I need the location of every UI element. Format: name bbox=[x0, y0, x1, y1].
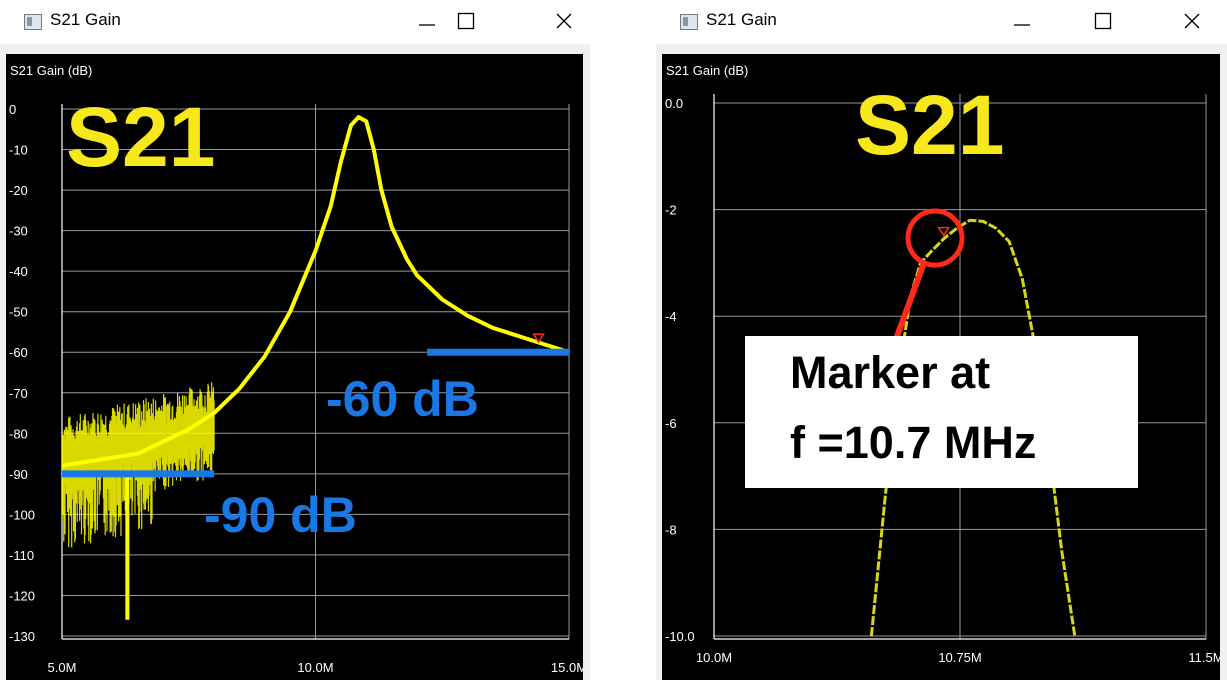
y-tick-label: -8 bbox=[665, 522, 677, 537]
s21-gain-chart[interactable]: S21 Gain (dB) S21 0 -10 -20 -30 -40 -50 -60 -70… bbox=[6, 54, 583, 680]
ref-line-90db bbox=[62, 470, 215, 478]
minimize-icon bbox=[419, 24, 435, 26]
minimize-button[interactable] bbox=[1002, 6, 1042, 36]
y-tick-label: 0.0 bbox=[665, 96, 683, 111]
y-axis-title: S21 Gain (dB) bbox=[666, 63, 748, 78]
close-button[interactable] bbox=[1172, 6, 1212, 36]
y-tick-label: -2 bbox=[665, 203, 677, 218]
y-axis-title: S21 Gain (dB) bbox=[10, 63, 92, 78]
title-bar[interactable]: S21 Gain bbox=[0, 0, 590, 44]
s21-big-label: S21 bbox=[66, 90, 215, 184]
x-tick-label: 15.0M bbox=[551, 660, 583, 675]
x-tick-label: 5.0M bbox=[48, 660, 77, 675]
marker-highlight-circle bbox=[905, 208, 965, 268]
close-button[interactable] bbox=[544, 6, 584, 36]
annotation-90db: -90 dB bbox=[204, 487, 357, 543]
y-tick-label: -20 bbox=[9, 183, 28, 198]
close-icon bbox=[1184, 13, 1200, 29]
s21-plot-area[interactable]: S21 Gain (dB) S21 0.0 -2 -4 -6 -8 -10.0 10.0M… bbox=[662, 54, 1220, 680]
y-tick-label: -50 bbox=[9, 305, 28, 320]
noise-spike bbox=[125, 473, 130, 620]
y-tick-label: -110 bbox=[9, 548, 34, 563]
app-window-icon bbox=[680, 14, 698, 30]
marker-triangle[interactable] bbox=[532, 333, 545, 344]
y-tick-label: -100 bbox=[9, 507, 35, 522]
y-tick-label: -4 bbox=[665, 309, 677, 324]
callout-line-1: Marker at bbox=[790, 347, 991, 398]
y-tick-label: -70 bbox=[9, 386, 28, 401]
minimize-icon bbox=[1014, 24, 1030, 26]
window-title: S21 Gain bbox=[706, 10, 777, 29]
y-tick-label: -10 bbox=[9, 143, 28, 158]
noise-floor-trace bbox=[61, 382, 215, 548]
marker-callout: Marker at f =10.7 MHz bbox=[745, 336, 1138, 488]
y-tick-label: -90 bbox=[9, 467, 28, 482]
y-tick-label: -80 bbox=[9, 426, 28, 441]
x-tick-label: 10.0M bbox=[696, 650, 732, 665]
window-title: S21 Gain bbox=[50, 10, 121, 29]
maximize-icon bbox=[457, 12, 475, 30]
s21-big-label: S21 bbox=[855, 78, 1004, 172]
x-tick-label: 10.75M bbox=[938, 650, 981, 665]
s21-plot-area[interactable]: S21 Gain (dB) S21 0 -10 -20 -30 -40 -50 -60 -70… bbox=[6, 54, 583, 680]
y-tick-label: -10.0 bbox=[665, 629, 695, 644]
x-tick-label: 11.5M bbox=[1188, 650, 1220, 665]
maximize-icon bbox=[1094, 12, 1112, 30]
x-tick-label: 10.0M bbox=[297, 660, 333, 675]
y-tick-label: -30 bbox=[9, 224, 28, 239]
annotation-60db: -60 dB bbox=[326, 371, 479, 427]
y-tick-label: 0 bbox=[9, 102, 16, 117]
callout-pointer bbox=[893, 261, 927, 341]
y-tick-label: -6 bbox=[665, 416, 677, 431]
title-bar[interactable]: S21 Gain bbox=[656, 0, 1227, 44]
y-tick-label: -120 bbox=[9, 588, 35, 603]
s21-gain-window-wide: S21 Gain S21 Gain (dB) S21 0 -10 -20 -30 -40… bbox=[0, 0, 590, 680]
y-tick-label: -130 bbox=[9, 629, 35, 644]
maximize-button[interactable] bbox=[1083, 6, 1123, 36]
y-tick-label: -40 bbox=[9, 264, 28, 279]
app-window-icon bbox=[24, 14, 42, 30]
ref-line-60db bbox=[427, 348, 569, 356]
s21-gain-window-zoom: S21 Gain S21 Gain (dB) S21 0.0 -2 -4 -6 -8 -1… bbox=[656, 0, 1227, 680]
minimize-button[interactable] bbox=[407, 6, 447, 36]
close-icon bbox=[556, 13, 572, 29]
maximize-button[interactable] bbox=[446, 6, 486, 36]
callout-line-2: f =10.7 MHz bbox=[790, 417, 1037, 468]
y-tick-label: -60 bbox=[9, 345, 28, 360]
marker-triangle[interactable] bbox=[937, 226, 950, 238]
s21-trace bbox=[61, 115, 570, 468]
